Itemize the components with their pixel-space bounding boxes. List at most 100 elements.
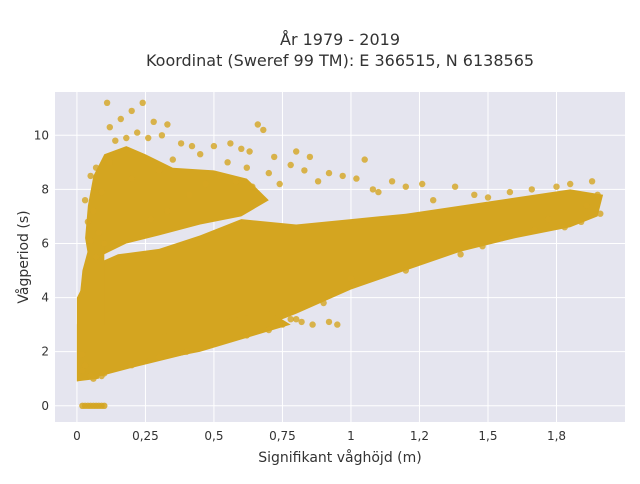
data-point	[325, 318, 333, 326]
data-point	[112, 137, 119, 144]
data-point	[265, 169, 272, 177]
y-axis-label: Vågperiod (s)	[15, 210, 32, 303]
y-tick-label: 8	[41, 182, 49, 196]
data-point	[287, 161, 294, 169]
data-point	[216, 172, 223, 180]
data-point	[139, 99, 146, 107]
data-point	[106, 159, 114, 166]
data-point	[197, 151, 204, 158]
data-point	[339, 172, 346, 180]
data-point	[95, 229, 103, 236]
data-point	[479, 243, 486, 250]
y-axis-ticks: 0 2 4 6 8 10	[34, 128, 49, 412]
data-point	[128, 107, 135, 115]
data-point	[451, 183, 459, 190]
data-point	[430, 197, 437, 204]
data-point	[293, 316, 300, 323]
data-point	[457, 251, 464, 258]
x-tick-label: 0,75	[269, 429, 296, 443]
data-point	[597, 210, 604, 217]
x-tick-label: 1	[347, 429, 355, 443]
data-point	[81, 362, 89, 369]
data-point	[347, 275, 355, 282]
data-point	[287, 316, 294, 323]
data-point	[260, 126, 267, 134]
data-point	[243, 164, 250, 171]
x-tick-label: 0,25	[132, 429, 159, 443]
data-point	[128, 362, 135, 369]
data-point	[334, 321, 341, 328]
data-point	[147, 215, 155, 223]
data-point	[186, 191, 193, 198]
data-point	[81, 197, 89, 204]
data-point	[301, 167, 308, 174]
data-point	[306, 153, 314, 161]
data-point	[498, 234, 505, 242]
data-point	[90, 207, 97, 215]
data-point	[101, 240, 108, 247]
data-point	[210, 340, 218, 347]
data-point	[79, 367, 86, 374]
data-point	[279, 321, 286, 328]
zero-period-point	[101, 402, 108, 409]
data-point	[106, 124, 114, 131]
data-point	[92, 164, 100, 171]
data-point	[567, 180, 574, 188]
data-point	[375, 188, 382, 196]
low-height-strip	[76, 230, 105, 382]
data-point	[249, 183, 256, 190]
data-point	[419, 180, 426, 188]
data-point	[155, 353, 163, 361]
data-point	[224, 159, 231, 166]
data-point	[123, 134, 130, 142]
data-point	[578, 218, 585, 225]
data-point	[361, 156, 368, 163]
chart-title-line2: Koordinat (Sweref 99 TM): E 366515, N 61…	[146, 51, 534, 70]
data-point	[232, 178, 240, 185]
data-point	[243, 332, 250, 339]
data-point	[98, 372, 105, 380]
data-point	[588, 178, 596, 185]
chart-title-line1: År 1979 - 2019	[280, 30, 400, 49]
data-point	[202, 180, 209, 188]
data-point	[353, 175, 360, 182]
data-point	[369, 186, 377, 193]
data-point	[227, 140, 234, 147]
data-point	[265, 326, 272, 334]
y-tick-label: 10	[34, 128, 49, 142]
data-point	[388, 178, 396, 185]
data-point	[531, 226, 538, 234]
data-point	[79, 351, 86, 358]
data-point	[145, 134, 152, 142]
y-tick-label: 6	[41, 236, 49, 250]
data-point	[293, 148, 300, 155]
data-point	[276, 180, 283, 188]
data-point	[183, 348, 190, 355]
data-point	[471, 191, 478, 198]
data-point	[90, 375, 97, 382]
x-tick-label: 0	[73, 429, 81, 443]
data-point	[117, 115, 125, 123]
data-point	[320, 299, 327, 307]
data-point	[506, 188, 514, 196]
data-point	[583, 202, 590, 209]
data-point	[158, 132, 166, 139]
data-point	[164, 207, 171, 215]
data-point	[402, 267, 409, 274]
data-point	[164, 121, 171, 128]
data-point	[87, 237, 94, 244]
data-point	[512, 229, 519, 236]
lower-edge-band	[145, 311, 291, 363]
data-point	[553, 183, 560, 190]
data-point	[134, 129, 141, 136]
data-point	[309, 321, 316, 328]
data-point	[254, 121, 261, 128]
data-point	[271, 153, 278, 161]
data-point	[103, 99, 111, 107]
data-point	[128, 175, 135, 182]
x-tick-label: 0,5	[204, 429, 223, 443]
data-point	[177, 140, 185, 147]
data-point	[155, 167, 163, 174]
